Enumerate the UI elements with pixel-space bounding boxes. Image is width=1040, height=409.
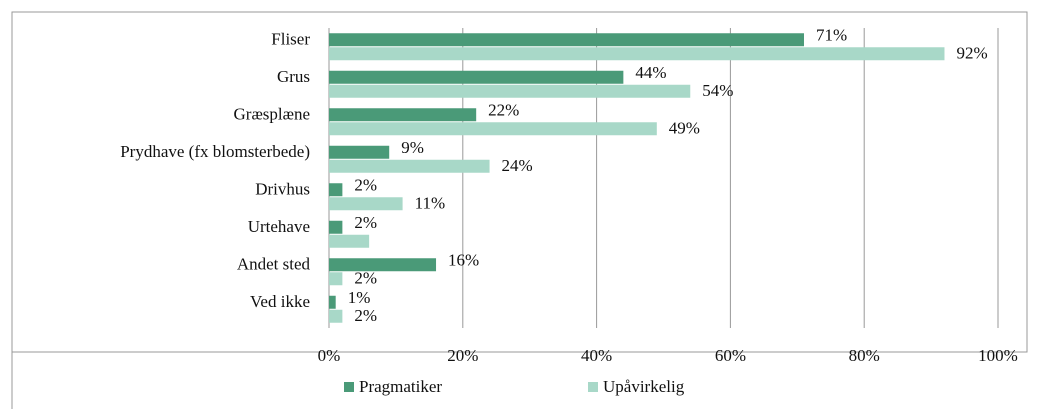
y-tick-label: Andet sted (237, 255, 311, 274)
bar (329, 258, 437, 272)
data-label: 49% (669, 119, 700, 138)
bar (329, 309, 343, 323)
bar (329, 295, 336, 309)
bar (329, 70, 624, 84)
x-tick-label: 0% (318, 346, 341, 365)
x-tick-label: 60% (715, 346, 746, 365)
bar (329, 108, 477, 122)
bar (329, 220, 343, 234)
bar (329, 272, 343, 286)
bar (329, 159, 490, 173)
data-label: 2% (354, 176, 377, 195)
y-tick-label: Grus (277, 67, 310, 86)
bar (329, 122, 657, 136)
legend-label: Upåvirkelig (603, 377, 685, 396)
data-label: 54% (702, 81, 733, 100)
legend-swatch (344, 382, 354, 392)
bar (329, 84, 691, 98)
legend-label: Pragmatiker (359, 377, 442, 396)
x-tick-label: 100% (978, 346, 1018, 365)
bar (329, 145, 390, 159)
data-label: 9% (401, 138, 424, 157)
data-label: 22% (488, 101, 519, 120)
y-tick-label: Ved ikke (250, 292, 310, 311)
x-tick-label: 80% (849, 346, 880, 365)
y-tick-label: Drivhus (255, 180, 310, 199)
data-label: 71% (816, 26, 847, 45)
data-label: 11% (415, 194, 446, 213)
legend-swatch (588, 382, 598, 392)
bar (329, 183, 343, 197)
bar (329, 234, 370, 248)
x-tick-label: 20% (447, 346, 478, 365)
data-label: 1% (348, 288, 371, 307)
data-label: 2% (354, 306, 377, 325)
chart-frame (11, 11, 1028, 353)
y-tick-label: Græsplæne (234, 105, 311, 124)
data-label: 92% (956, 44, 987, 63)
bar (329, 47, 945, 61)
data-label: 44% (635, 63, 666, 82)
y-tick-label: Prydhave (fx blomsterbede) (120, 142, 310, 161)
data-label: 24% (502, 156, 533, 175)
x-tick-label: 40% (581, 346, 612, 365)
data-label: 2% (354, 213, 377, 232)
y-tick-label: Urtehave (248, 217, 310, 236)
data-label: 2% (354, 269, 377, 288)
bar (329, 197, 403, 211)
bar (329, 33, 804, 47)
data-label: 16% (448, 251, 479, 270)
y-tick-label: Fliser (271, 30, 310, 49)
